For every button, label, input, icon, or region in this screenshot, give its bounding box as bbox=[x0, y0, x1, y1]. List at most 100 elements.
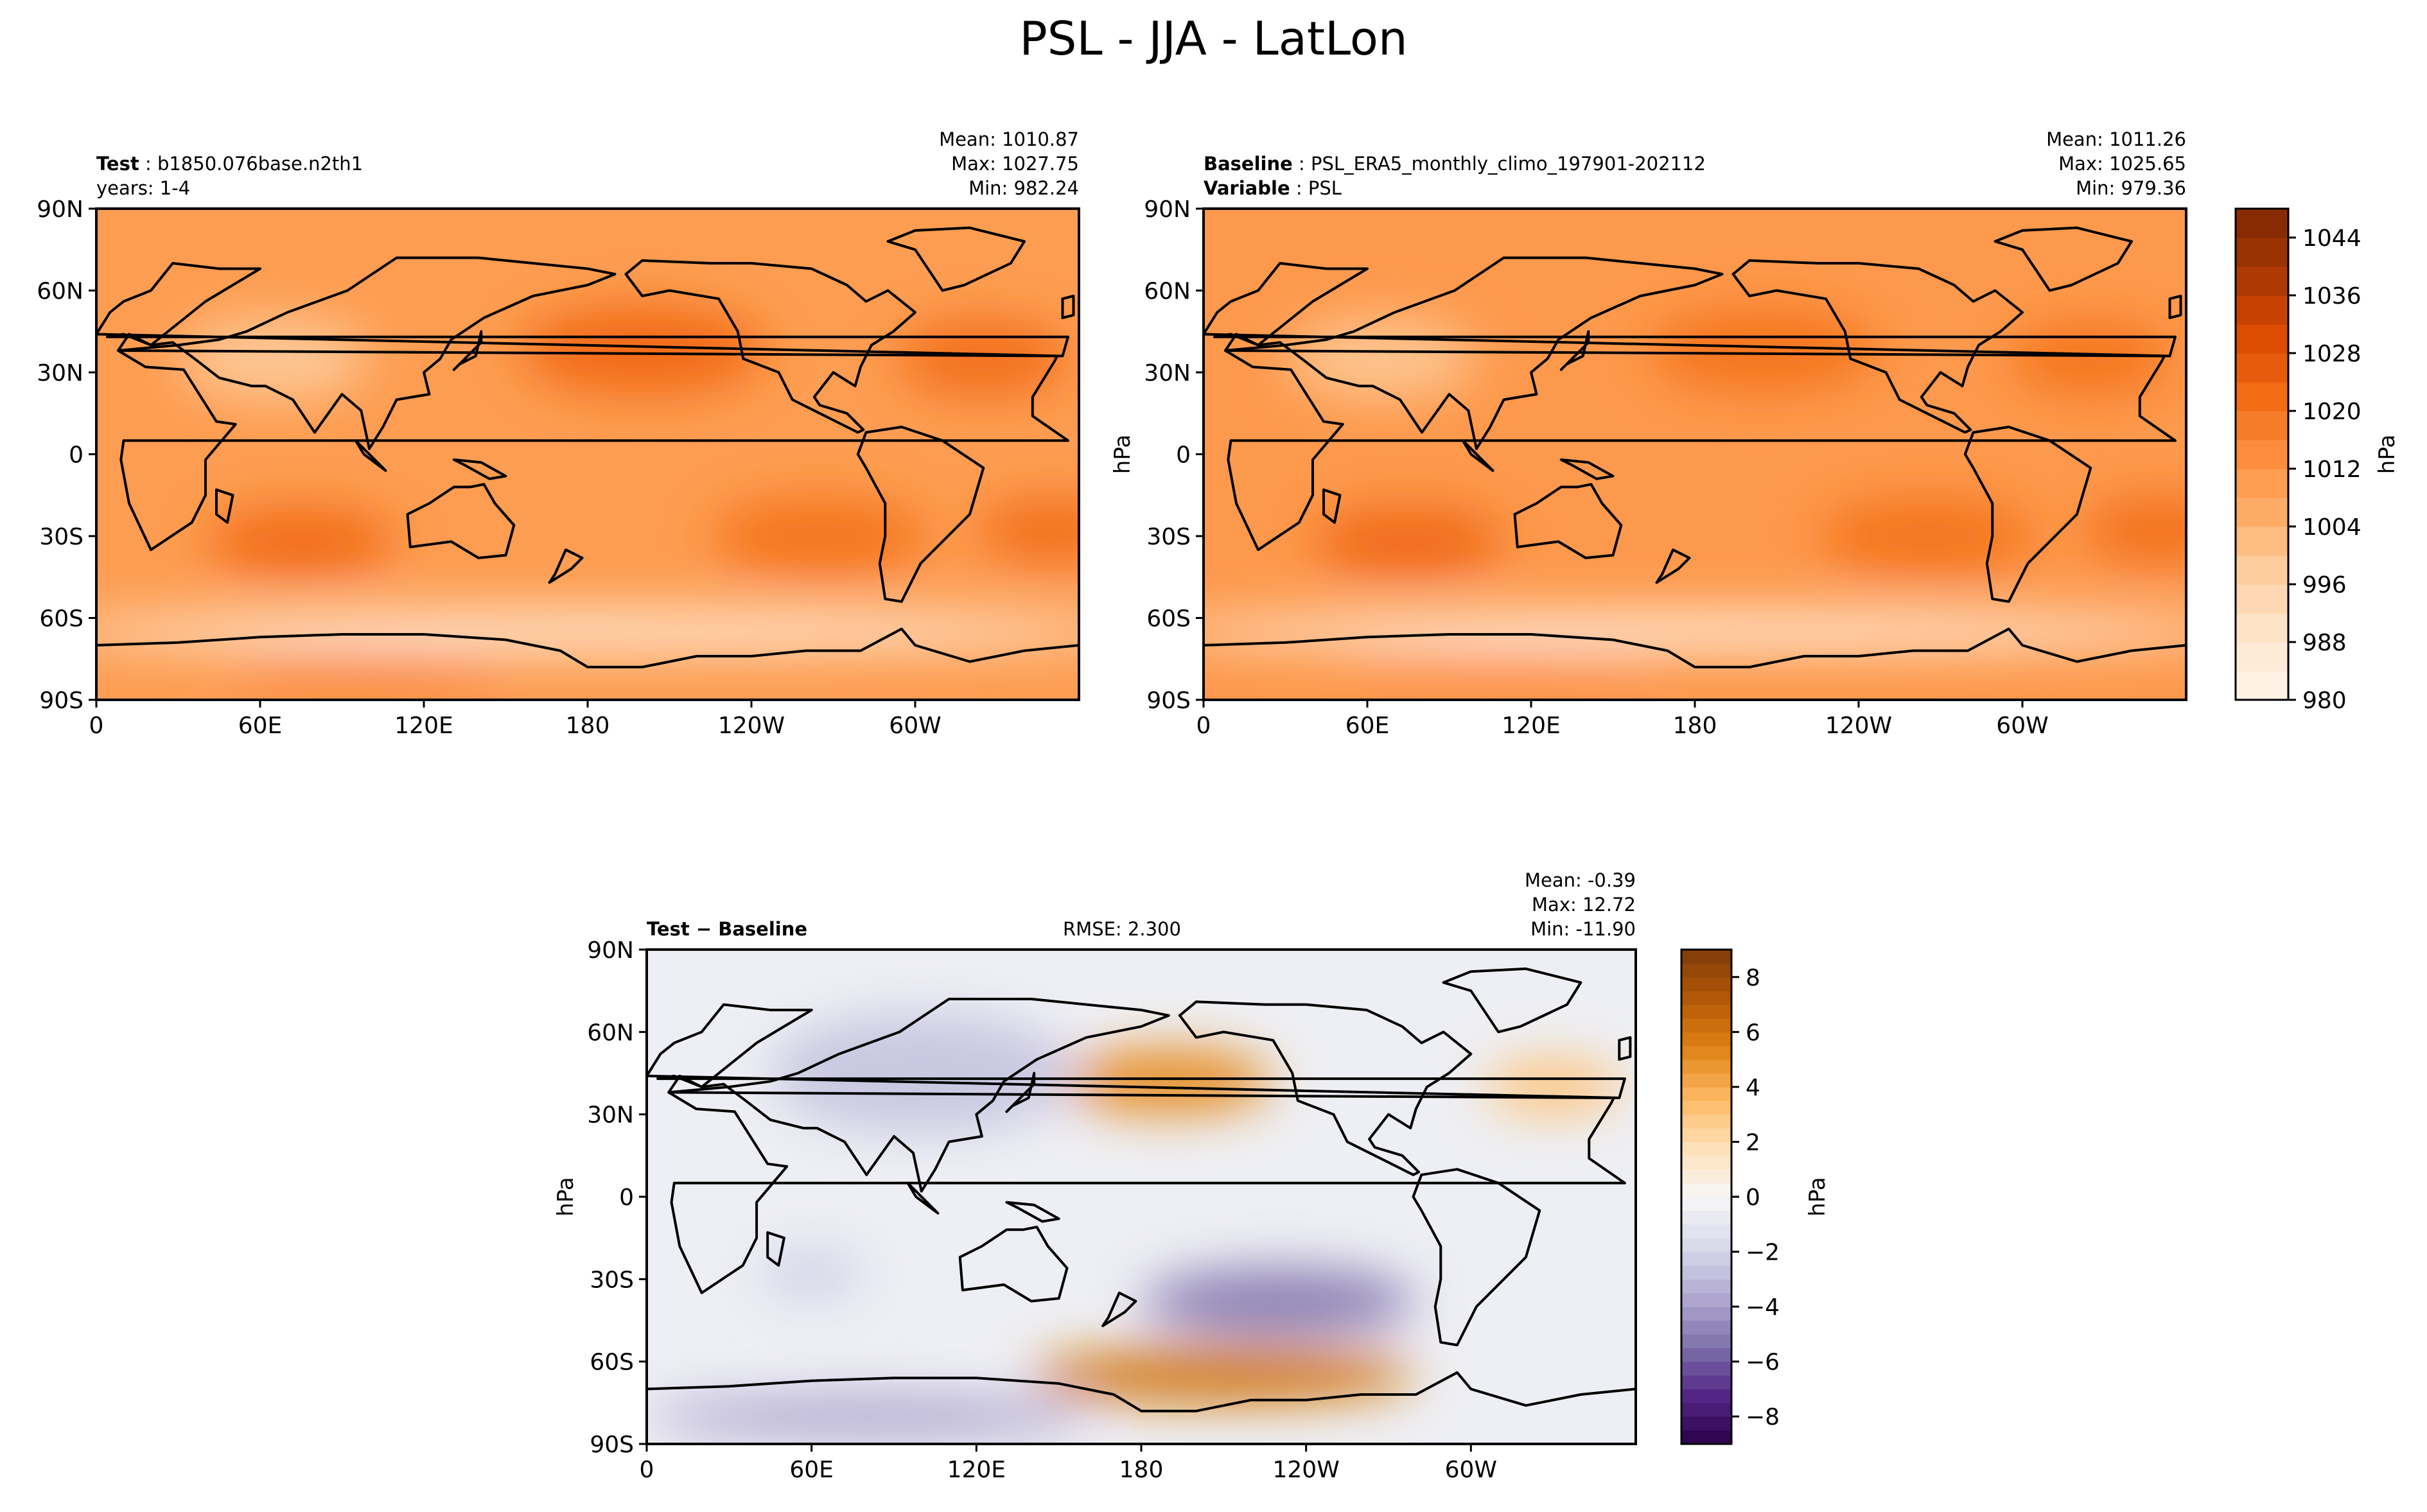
field-south-indian-negative bbox=[757, 1246, 867, 1301]
field-asian-low bbox=[1285, 318, 1476, 400]
colorbar-band bbox=[1681, 1183, 1731, 1197]
colorbar-band bbox=[1681, 1155, 1731, 1170]
coastline-8 bbox=[1655, 548, 1691, 584]
coastline-3 bbox=[958, 1226, 1069, 1303]
colorbar-band bbox=[2236, 353, 2288, 383]
stat-line: Max: 1025.65 bbox=[2058, 153, 2186, 175]
colorbar-band bbox=[2236, 209, 2288, 238]
colorbar-tick-label: 1028 bbox=[2302, 341, 2361, 367]
colorbar-tick-label: 1044 bbox=[2302, 225, 2361, 252]
x-tick-label: 0 bbox=[640, 1457, 654, 1483]
colorbar-band bbox=[1681, 1375, 1731, 1390]
field-south-pacific-high bbox=[710, 498, 929, 575]
header-label: Baseline bbox=[1204, 153, 1293, 175]
y-tick-label: 30N bbox=[587, 1102, 634, 1129]
colorbar-band bbox=[1681, 1361, 1731, 1376]
colorbar-band bbox=[1681, 1416, 1731, 1431]
field-southern-ocean-trough bbox=[1204, 613, 2186, 651]
y-axis-unit-label: hPa bbox=[553, 1177, 579, 1216]
coastline-2 bbox=[1204, 262, 2177, 358]
coastline-12 bbox=[1461, 439, 1494, 472]
colorbar-band bbox=[2236, 411, 2288, 440]
colorbar-band bbox=[1681, 1251, 1731, 1266]
y-tick-label: 90N bbox=[587, 937, 634, 964]
coastlines bbox=[1204, 226, 2186, 700]
colorbar-tick-label: 4 bbox=[1746, 1075, 1760, 1101]
colorbar-band bbox=[1681, 1018, 1731, 1032]
colorbar-band bbox=[1681, 1073, 1731, 1088]
colorbar-tick-label: 980 bbox=[2302, 688, 2347, 714]
y-tick-label: 90N bbox=[37, 196, 83, 223]
y-tick-label: 0 bbox=[1176, 442, 1191, 469]
coastline-11 bbox=[1322, 488, 1342, 524]
coastline-9 bbox=[1005, 1072, 1036, 1113]
figure-title: PSL - JJA - LatLon bbox=[1019, 12, 1408, 65]
x-tick-label: 120W bbox=[1825, 713, 1892, 739]
y-tick-label: 30N bbox=[37, 360, 83, 387]
coastline-4 bbox=[1178, 1000, 1473, 1176]
coastline-3 bbox=[1513, 483, 1623, 559]
colorbar-tick-label: 1012 bbox=[2302, 456, 2361, 483]
y-tick-label: 30S bbox=[1146, 524, 1191, 550]
colorbar-band bbox=[1681, 1224, 1731, 1238]
field-south-atlantic-high bbox=[975, 498, 1079, 564]
coastline-10 bbox=[1618, 1036, 1632, 1061]
stat-line: Mean: -0.39 bbox=[1525, 869, 1636, 891]
field-southern-ocean-positive bbox=[1031, 1348, 1416, 1403]
header-line: Baseline : PSL_ERA5_monthly_climo_197901… bbox=[1204, 153, 1706, 175]
coastlines bbox=[647, 967, 1636, 1444]
header-label: Variable bbox=[1204, 177, 1290, 199]
header-value: years: 1-4 bbox=[96, 177, 190, 199]
colorbar-band bbox=[1681, 1210, 1731, 1225]
coastline-4 bbox=[1731, 259, 2024, 434]
coastline-6 bbox=[1442, 967, 1582, 1034]
stat-line: Min: 979.36 bbox=[2076, 177, 2186, 199]
colorbar-tick-label: 988 bbox=[2302, 630, 2347, 656]
y-tick-label: 60S bbox=[590, 1350, 634, 1376]
colorbar-band bbox=[2236, 671, 2288, 700]
header-value: PSL bbox=[1308, 177, 1342, 199]
y-tick-label: 60S bbox=[1146, 606, 1191, 632]
coastline-13 bbox=[452, 458, 507, 480]
y-tick-label: 60N bbox=[587, 1020, 634, 1046]
colorbar-band bbox=[1681, 1114, 1731, 1129]
colorbar-band bbox=[1681, 1348, 1731, 1362]
y-tick-label: 30S bbox=[590, 1267, 634, 1293]
stat-line: Max: 12.72 bbox=[1532, 894, 1636, 916]
stat-line: Min: 982.24 bbox=[968, 177, 1079, 199]
x-tick-label: 0 bbox=[1196, 713, 1211, 739]
x-tick-label: 120W bbox=[718, 713, 785, 739]
colorbar-band bbox=[1681, 1197, 1731, 1211]
header-value: b1850.076base.n2th1 bbox=[157, 153, 363, 175]
coastline-1 bbox=[1224, 256, 1724, 450]
coastline-10 bbox=[2168, 295, 2182, 319]
coastline-0 bbox=[117, 349, 1069, 552]
coastline-7 bbox=[647, 1371, 1636, 1444]
field-north-pacific-high bbox=[1648, 309, 1878, 392]
baseline-panel: 0 60E 120E 180 120W 60W 90N 60N 30N 0 30S 60S 90S Bas… bbox=[1110, 128, 2400, 739]
coastline-11 bbox=[215, 488, 234, 524]
coastline-11 bbox=[766, 1231, 785, 1267]
y-tick-label: 90S bbox=[1146, 688, 1191, 714]
colorbar-tick-label: −8 bbox=[1746, 1404, 1780, 1430]
colorbar-band bbox=[2236, 555, 2288, 585]
field-asia-negative bbox=[770, 1012, 1073, 1134]
colorbar-band bbox=[1681, 963, 1731, 978]
y-tick-label: 60S bbox=[39, 606, 83, 632]
y-tick-label: 30N bbox=[1144, 360, 1191, 387]
x-tick-label: 180 bbox=[566, 713, 610, 739]
field-south-atlantic-high bbox=[2082, 498, 2186, 564]
coastline-5 bbox=[1963, 426, 2092, 603]
y-tick-label: 0 bbox=[69, 442, 83, 469]
colorbar-band bbox=[2236, 498, 2288, 527]
map-field bbox=[647, 950, 1636, 1444]
colorbar-band bbox=[1681, 1307, 1731, 1321]
header-label: Test − Baseline bbox=[647, 918, 807, 940]
colorbar-band bbox=[1681, 1292, 1731, 1307]
y-tick-label: 30S bbox=[39, 524, 83, 550]
colorbar-frame bbox=[2234, 207, 2290, 701]
field-southern-ocean-trough bbox=[96, 613, 1079, 651]
test-panel: 0 60E 120E 180 120W 60W 90N 60N 30N 0 30S 60S 90S Tes… bbox=[37, 128, 1080, 739]
colorbar-band bbox=[1681, 1128, 1731, 1143]
